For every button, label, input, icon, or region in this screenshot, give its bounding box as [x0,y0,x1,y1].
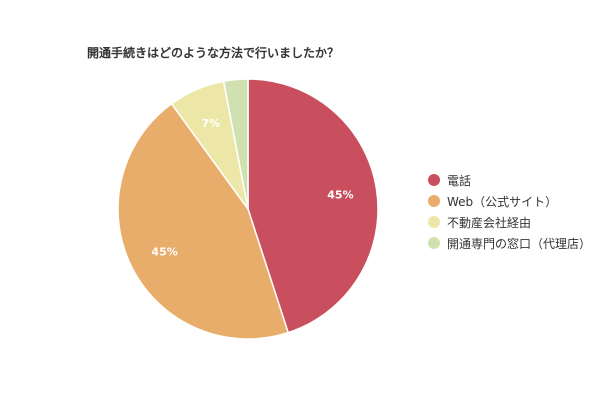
pie-slice-3[interactable] [222,78,249,210]
legend-label: Web（公式サイト） [447,194,558,209]
legend-item-3[interactable]: 開通専門の窓口（代理店） [428,233,591,253]
legend-item-1[interactable]: Web（公式サイト） [428,191,591,211]
legend-swatch [428,237,440,249]
data-label-2: 7% [201,117,220,130]
legend-item-2[interactable]: 不動産会社経由 [428,212,591,232]
pie-slice-0[interactable] [247,78,379,334]
legend-swatch [428,195,440,207]
data-label-1: 45% [151,245,177,258]
legend-label: 不動産会社経由 [447,215,532,230]
legend-label: 電話 [447,173,472,188]
legend-label: 開通専門の窓口（代理店） [447,236,592,251]
pie-slice-1[interactable] [117,102,290,340]
data-label-0: 45% [327,188,353,201]
chart-title: 開通手続きはどのような方法で行いましたか？ [87,46,340,60]
legend-swatch [428,216,440,228]
legend-swatch [428,174,440,186]
legend: 電話 Web（公式サイト） 不動産会社経由 開通専門の窓口（代理店） [428,170,591,254]
legend-item-0[interactable]: 電話 [428,170,591,190]
